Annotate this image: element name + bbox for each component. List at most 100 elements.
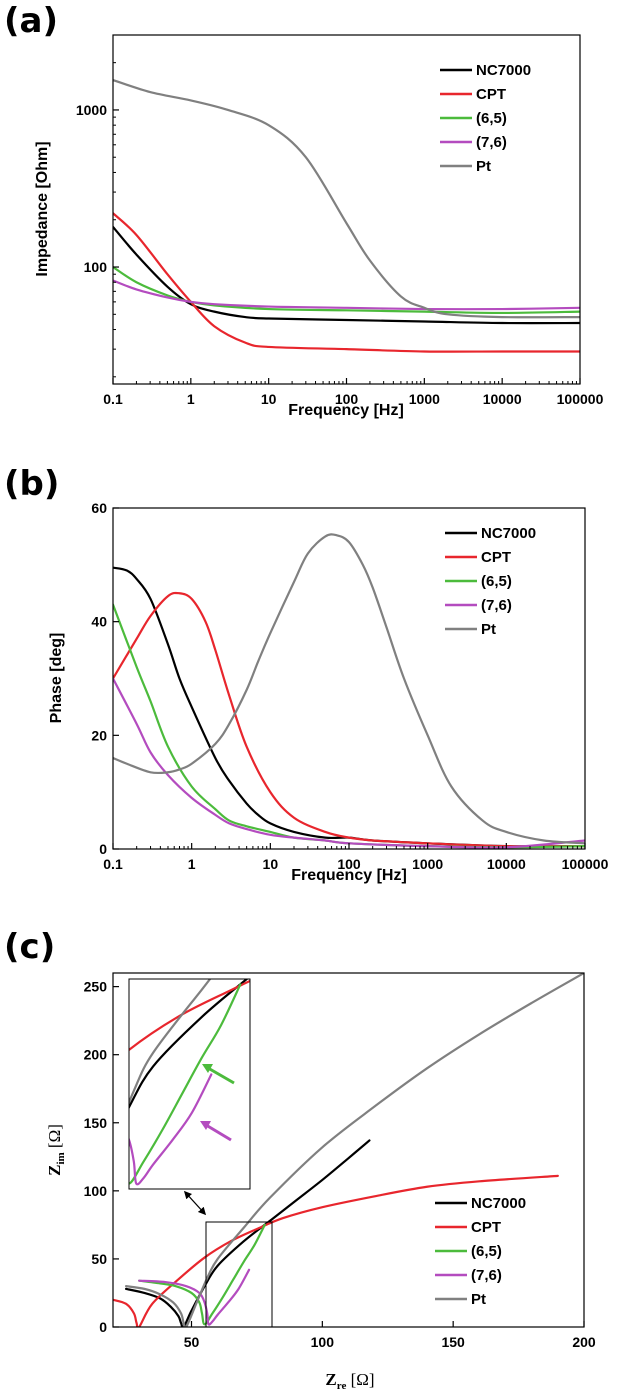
x-tick-label: 10000 (487, 856, 526, 872)
inset-arrow-purple (200, 1121, 232, 1142)
series-line-a-cpt (113, 212, 580, 353)
x-tick-label: 150 (441, 1334, 465, 1350)
y-tick-label: 1000 (76, 102, 107, 118)
legend-label-a-65: (6,5) (476, 110, 507, 127)
y-axis-label-a: Impedance [Ohm] (34, 141, 51, 276)
x-tick-label: 200 (572, 1334, 596, 1350)
legend-label-c-65: (6,5) (471, 1243, 502, 1260)
x-tick-label: 0.1 (103, 856, 123, 872)
legend-b: NC7000 CPT (6,5) (7,6) Pt (445, 525, 536, 638)
y-axis-label-b: Phase [deg] (48, 633, 65, 724)
panel-b: (b) 0.1 1 10 100 1000 10000 100000 0 20 40 60 Freq… (4, 464, 609, 884)
x-tick-label: 1000 (412, 856, 443, 872)
x-tick-label: 100 (311, 1334, 335, 1350)
legend-label-a-cpt: CPT (476, 86, 506, 103)
ticks-a: 0.1 1 10 100 1000 10000 100000 100 1000 (76, 34, 604, 407)
series-line-c-pt (124, 973, 584, 1327)
series-group-a (113, 78, 580, 353)
zoom-link-arrow (183, 1190, 207, 1216)
inset-arrow-green (202, 1064, 235, 1085)
legend-label-b-nc7000: NC7000 (481, 525, 536, 542)
legend-label-b-76: (7,6) (481, 597, 512, 614)
x-tick-label: 1000 (409, 391, 440, 407)
x-tick-label: 10 (261, 391, 277, 407)
series-line-a-pt (113, 78, 580, 319)
plot-frame-a (112, 34, 581, 385)
y-axis-label-c: Zim [Ω] (45, 1124, 67, 1176)
x-tick-label: 1 (187, 391, 195, 407)
x-tick-label: 1 (188, 856, 196, 872)
x-tick-label: 100 (335, 391, 359, 407)
y-tick-label: 0 (99, 841, 107, 857)
series-line-c-cpt (113, 1174, 559, 1327)
legend-label-c-cpt: CPT (471, 1219, 501, 1236)
legend-c: NC7000 CPT (6,5) (7,6) Pt (435, 1195, 526, 1308)
x-label-main: Z (325, 1370, 336, 1389)
series-line-b-pt (113, 533, 585, 845)
series-line-b-65 (113, 603, 585, 849)
x-axis-label-a: Frequency [Hz] (288, 402, 404, 419)
y-tick-label: 50 (91, 1251, 107, 1267)
x-tick-label: 100000 (557, 391, 604, 407)
series-group-c (113, 973, 584, 1327)
x-tick-label: 10 (263, 856, 279, 872)
x-tick-label: 0.1 (103, 391, 123, 407)
inset-series-line-pt (129, 979, 212, 1106)
y-tick-label: 200 (84, 1047, 108, 1063)
x-tick-label: 100 (337, 856, 361, 872)
inset-series-line-cpt (129, 979, 250, 1052)
y-tick-label: 150 (84, 1115, 108, 1131)
x-axis-label-c: Zre [Ω] (325, 1370, 374, 1392)
x-tick-label: 50 (184, 1334, 200, 1350)
panel-a: (a) 0.1 1 10 100 1000 10000 100000 100 1000 Freq… (4, 1, 604, 419)
y-tick-label: 100 (84, 1183, 108, 1199)
zoom-region-box (205, 1221, 273, 1328)
inset-series-group (129, 979, 250, 1186)
panel-label-c: (c) (4, 927, 55, 967)
series-line-a-76 (113, 279, 580, 311)
series-line-a-nc7000 (113, 225, 580, 325)
legend-label-a-nc7000: NC7000 (476, 62, 531, 79)
x-axis-label-b: Frequency [Hz] (291, 867, 407, 884)
x-label-unit: [Ω] (346, 1370, 374, 1389)
series-line-a-65 (113, 265, 580, 315)
legend-label-b-pt: Pt (481, 621, 496, 638)
legend-a: NC7000 CPT (6,5) (7,6) Pt (440, 62, 531, 175)
series-group-b (113, 533, 585, 849)
y-label-unit: [Ω] (45, 1124, 64, 1152)
series-line-b-76 (113, 677, 585, 849)
legend-label-b-cpt: CPT (481, 549, 511, 566)
inset-frame (128, 978, 251, 1190)
plot-frame-b (112, 507, 586, 850)
legend-label-b-65: (6,5) (481, 573, 512, 590)
plot-frame-c (112, 972, 585, 1328)
series-line-b-cpt (113, 591, 585, 848)
y-tick-label: 60 (91, 500, 107, 516)
inset-series-line-76 (129, 1073, 213, 1186)
x-tick-label: 10000 (483, 391, 522, 407)
series-line-b-nc7000 (113, 566, 585, 848)
y-tick-label: 40 (91, 614, 107, 630)
panel-c: (c) 50 100 150 200 0 50 100 150 200 250 Zre [Ω] Z… (4, 927, 596, 1392)
legend-label-c-nc7000: NC7000 (471, 1195, 526, 1212)
panel-label-a: (a) (4, 1, 58, 41)
y-tick-label: 250 (84, 979, 108, 995)
series-line-c-65 (138, 1223, 266, 1326)
ticks-b: 0.1 1 10 100 1000 10000 100000 0 20 40 60 (91, 500, 608, 872)
y-label-sub: im (55, 1152, 67, 1164)
legend-label-a-pt: Pt (476, 158, 491, 175)
ticks-c: 50 100 150 200 0 50 100 150 200 250 (84, 979, 596, 1350)
x-label-sub: re (337, 1380, 347, 1392)
x-tick-label: 100000 (562, 856, 609, 872)
panel-label-b: (b) (4, 464, 59, 504)
inset-series-line-65 (129, 983, 242, 1185)
series-line-c-76 (138, 1268, 251, 1326)
legend-label-a-76: (7,6) (476, 134, 507, 151)
y-label-main: Z (45, 1165, 64, 1176)
y-tick-label: 0 (99, 1319, 107, 1335)
y-tick-label: 20 (91, 727, 107, 743)
legend-label-c-76: (7,6) (471, 1267, 502, 1284)
legend-label-c-pt: Pt (471, 1291, 486, 1308)
y-tick-label: 100 (84, 259, 108, 275)
